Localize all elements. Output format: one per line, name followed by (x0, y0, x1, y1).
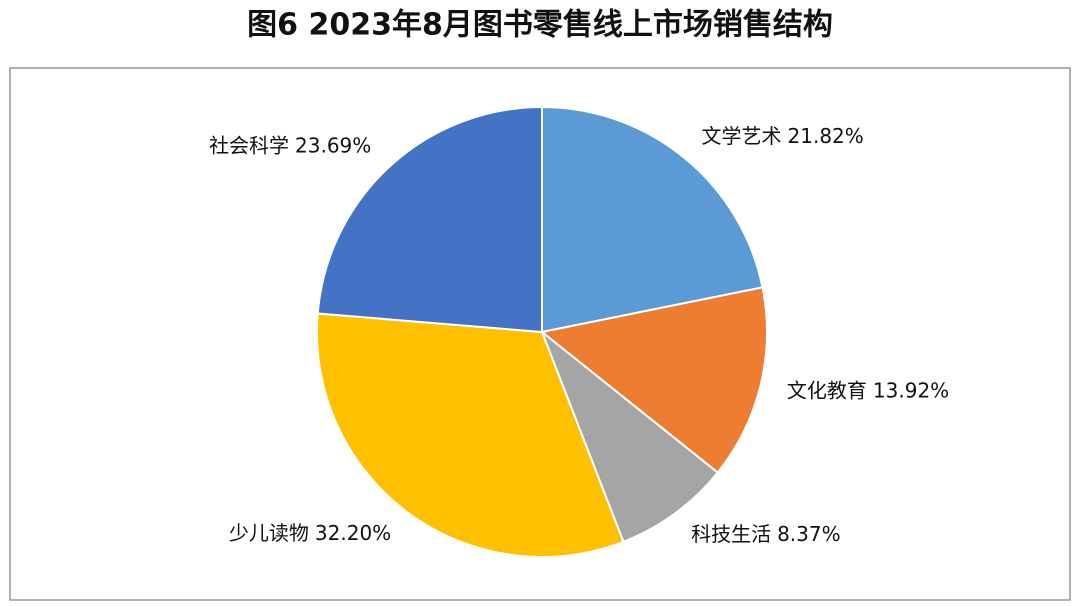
pie-slice (541, 105, 764, 334)
value-label: 13.92% (873, 378, 949, 402)
pie-slice (539, 286, 768, 474)
data-label: 科技生活 8.37% (691, 522, 841, 546)
category-label: 社会科学 (209, 133, 289, 157)
data-label: 文学艺术 21.82% (702, 123, 864, 147)
pie-slice (316, 312, 625, 558)
value-label: 8.37% (777, 522, 841, 546)
category-label: 文化教育 (787, 378, 867, 402)
category-label: 少儿读物 (229, 520, 309, 544)
value-label: 21.82% (788, 123, 864, 147)
category-label: 文学艺术 (702, 123, 782, 147)
category-label: 科技生活 (691, 522, 771, 546)
pie-slice (539, 328, 720, 544)
data-label: 社会科学 23.69% (209, 133, 371, 157)
chart-frame (9, 67, 1071, 601)
chart-title: 图6 2023年8月图书零售线上市场销售结构 (247, 8, 833, 43)
data-label: 少儿读物 32.20% (229, 520, 391, 544)
pie-slice (316, 105, 543, 334)
value-label: 32.20% (315, 520, 391, 544)
value-label: 23.69% (295, 133, 371, 157)
data-label: 文化教育 13.92% (787, 378, 949, 402)
